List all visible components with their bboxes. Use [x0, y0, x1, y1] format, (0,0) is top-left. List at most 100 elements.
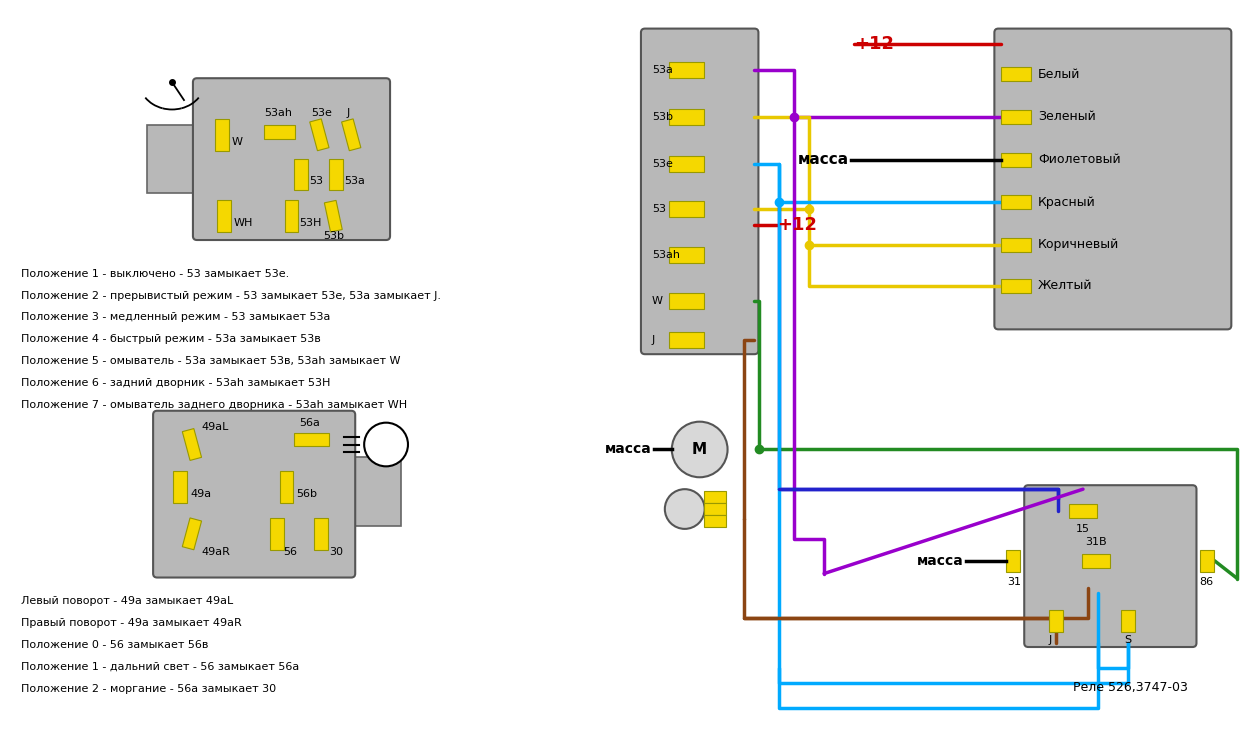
Bar: [1001, 110, 1031, 124]
Text: 86: 86: [1199, 577, 1213, 587]
Bar: [1006, 550, 1020, 572]
Text: 49a: 49a: [190, 489, 211, 499]
Text: Желтый: Желтый: [1039, 279, 1093, 292]
Bar: [669, 333, 705, 349]
FancyBboxPatch shape: [153, 411, 355, 578]
Text: 53b: 53b: [323, 231, 344, 241]
Bar: [1001, 279, 1031, 293]
Bar: [703, 491, 726, 503]
Bar: [1049, 610, 1063, 632]
Text: 53e: 53e: [311, 108, 333, 118]
Bar: [1001, 67, 1031, 81]
Text: Положение 4 - быстрый режим - 53а замыкает 53в: Положение 4 - быстрый режим - 53а замыка…: [20, 334, 320, 344]
Text: Зеленый: Зеленый: [1039, 110, 1096, 123]
FancyBboxPatch shape: [345, 457, 401, 526]
Bar: [703, 503, 726, 515]
Text: 49aR: 49aR: [202, 547, 231, 556]
Bar: [280, 471, 294, 503]
Text: 31: 31: [1007, 577, 1021, 587]
Text: J: J: [1049, 635, 1051, 645]
Text: +12: +12: [777, 216, 818, 234]
Bar: [669, 156, 705, 172]
Bar: [703, 515, 726, 527]
Text: Коричневый: Коричневый: [1039, 238, 1119, 252]
Text: 31B: 31B: [1085, 537, 1107, 547]
Text: Положение 7 - омыватель заднего дворника - 53аh замыкает WH: Положение 7 - омыватель заднего дворника…: [20, 400, 407, 410]
Text: масса: масса: [917, 553, 963, 568]
Text: 53H: 53H: [299, 218, 322, 228]
Text: M: M: [692, 442, 707, 457]
Circle shape: [364, 423, 408, 466]
Text: S: S: [1124, 635, 1132, 645]
Bar: [669, 201, 705, 217]
Bar: [1001, 238, 1031, 252]
Text: масса: масса: [605, 442, 652, 457]
Text: Положение 2 - прерывистый режим - 53 замыкает 53е, 53а замыкает J.: Положение 2 - прерывистый режим - 53 зам…: [20, 290, 441, 301]
Bar: [310, 119, 329, 150]
Bar: [182, 429, 201, 460]
Circle shape: [672, 422, 727, 477]
FancyBboxPatch shape: [1024, 485, 1197, 647]
Circle shape: [664, 489, 705, 529]
Bar: [173, 471, 187, 503]
Text: W: W: [232, 137, 242, 147]
Text: 53e: 53e: [652, 159, 673, 169]
Text: 56b: 56b: [296, 489, 318, 499]
Text: +12: +12: [854, 36, 894, 54]
Text: Красный: Красный: [1039, 196, 1096, 209]
FancyBboxPatch shape: [147, 125, 203, 194]
Bar: [285, 200, 299, 232]
Bar: [342, 119, 360, 150]
Bar: [669, 293, 705, 308]
Text: WH: WH: [234, 218, 254, 228]
Bar: [270, 518, 284, 550]
Bar: [294, 432, 329, 447]
Text: 53ah: 53ah: [265, 108, 293, 118]
Bar: [182, 518, 201, 550]
Text: Положение 6 - задний дворник - 53аh замыкает 53Н: Положение 6 - задний дворник - 53аh замы…: [20, 378, 330, 388]
Text: J: J: [347, 108, 349, 118]
Text: Правый поворот - 49а замыкает 49аR: Правый поворот - 49а замыкает 49аR: [20, 618, 241, 628]
Bar: [1069, 504, 1096, 518]
Bar: [1081, 553, 1110, 568]
Text: 53a: 53a: [652, 65, 673, 76]
Text: Реле 526,3747-03: Реле 526,3747-03: [1073, 680, 1188, 694]
Text: 30: 30: [329, 547, 343, 556]
Bar: [314, 518, 328, 550]
Text: Положение 5 - омыватель - 53а замыкает 53в, 53аh замыкает W: Положение 5 - омыватель - 53а замыкает 5…: [20, 356, 401, 366]
Bar: [264, 125, 295, 139]
Text: 15: 15: [1076, 524, 1090, 534]
Text: 53b: 53b: [652, 112, 673, 122]
Text: Левый поворот - 49а замыкает 49аL: Левый поворот - 49а замыкает 49аL: [20, 596, 232, 606]
Text: 56a: 56a: [299, 417, 320, 428]
FancyBboxPatch shape: [641, 29, 759, 354]
Text: Положение 1 - выключено - 53 замыкает 53е.: Положение 1 - выключено - 53 замыкает 53…: [20, 269, 289, 279]
Bar: [217, 200, 231, 232]
Bar: [1001, 195, 1031, 209]
Text: Положение 0 - 56 замыкает 56в: Положение 0 - 56 замыкает 56в: [20, 640, 208, 650]
Text: Положение 1 - дальний свет - 56 замыкает 56а: Положение 1 - дальний свет - 56 замыкает…: [20, 662, 299, 672]
Text: 53a: 53a: [344, 176, 365, 187]
Text: J: J: [652, 335, 656, 345]
Text: W: W: [652, 296, 663, 305]
Text: 49aL: 49aL: [202, 422, 230, 432]
Text: Положение 3 - медленный режим - 53 замыкает 53а: Положение 3 - медленный режим - 53 замык…: [20, 312, 330, 323]
FancyBboxPatch shape: [995, 29, 1231, 330]
Text: 53: 53: [652, 204, 666, 214]
Text: 53ah: 53ah: [652, 250, 679, 260]
Bar: [329, 159, 343, 191]
Text: Белый: Белый: [1039, 68, 1080, 81]
Text: Положение 2 - моргание - 56а замыкает 30: Положение 2 - моргание - 56а замыкает 30: [20, 683, 276, 694]
Bar: [215, 119, 229, 150]
Text: Фиолетовый: Фиолетовый: [1039, 153, 1120, 166]
Bar: [1120, 610, 1134, 632]
Bar: [1201, 550, 1215, 572]
Text: 53: 53: [309, 176, 323, 187]
Bar: [1001, 153, 1031, 166]
Bar: [669, 247, 705, 263]
FancyBboxPatch shape: [193, 78, 391, 240]
Text: масса: масса: [798, 152, 849, 167]
Bar: [294, 159, 309, 191]
Text: 56: 56: [284, 547, 298, 556]
Bar: [669, 109, 705, 125]
